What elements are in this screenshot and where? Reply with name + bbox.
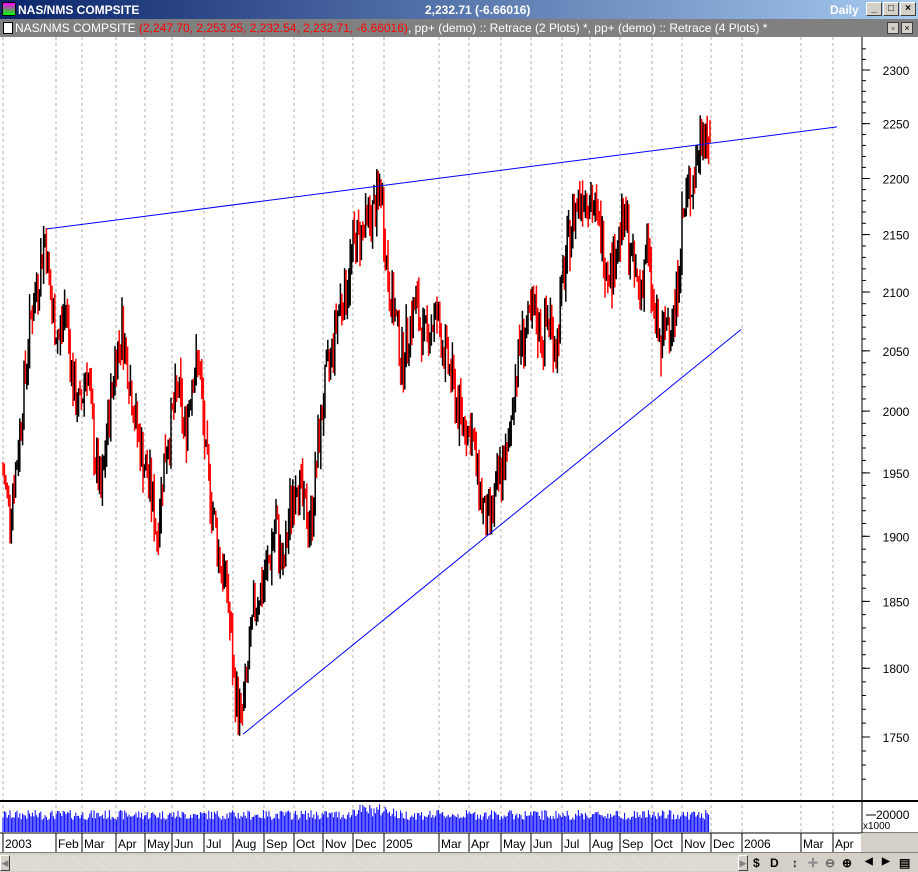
y-tick-label: 1750 bbox=[883, 731, 910, 745]
y-tick-label: 2200 bbox=[883, 172, 910, 186]
volume-unit-label: x1000 bbox=[863, 821, 891, 832]
y-tick-label: 2050 bbox=[883, 345, 910, 359]
chart-header: NAS/NMS COMPSITE (2,247.70, 2,253.25, 2,… bbox=[0, 19, 918, 37]
y-tick-label: 2150 bbox=[883, 229, 910, 243]
scroll-back-icon[interactable]: ◀ bbox=[865, 856, 873, 867]
x-tick-label: Jun bbox=[533, 837, 552, 851]
lower-trendline bbox=[242, 329, 742, 735]
y-tick-label: 2100 bbox=[883, 286, 910, 300]
period-label[interactable]: Daily bbox=[830, 3, 859, 17]
x-tick-label: Apr bbox=[118, 837, 137, 851]
ohlc-values: (2,247.70, 2,253.25, 2,232.54, 2,232.71,… bbox=[139, 21, 408, 35]
x-tick-label: Aug bbox=[235, 837, 256, 851]
x-tick-label: Mar bbox=[803, 837, 824, 851]
list-icon[interactable]: ▤ bbox=[899, 856, 911, 870]
horizontal-scrollbar[interactable]: ◀ ▶ $ D ↕ ✛ ⊖ ⊕ ◀ ▶ ▤ bbox=[0, 852, 918, 872]
x-tick-label: Apr bbox=[471, 837, 490, 851]
x-tick-label: Mar bbox=[84, 837, 105, 851]
restore-icon[interactable]: ▫ bbox=[887, 22, 899, 34]
x-tick-label: May bbox=[147, 837, 170, 851]
chart-canvas[interactable]: 2300 2250 2200 2150 2100 2050 2000 1950 1900 1850… bbox=[0, 37, 918, 852]
x-tick-label: Nov bbox=[325, 837, 346, 851]
x-tick-label: Sep bbox=[266, 837, 288, 851]
x-tick-label: Nov bbox=[684, 837, 705, 851]
last-quote: 2,232.71 (-6.66016) bbox=[425, 3, 531, 17]
y-tick-label: 2250 bbox=[883, 118, 910, 132]
studies-label: , pp+ (demo) :: Retrace (2 Plots) *, pp+… bbox=[407, 21, 768, 35]
close-chart-icon[interactable]: × bbox=[901, 22, 913, 34]
window-titlebar: NAS/NMS COMPSITE 2,232.71 (-6.66016) Dai… bbox=[0, 0, 918, 19]
x-tick-label: Dec bbox=[355, 837, 376, 851]
scroll-forward-icon[interactable]: ▶ bbox=[882, 856, 890, 867]
dollar-scale-icon[interactable]: $ bbox=[753, 856, 760, 870]
corner-box bbox=[861, 833, 918, 852]
symbol-label: NAS/NMS COMPSITE bbox=[15, 21, 140, 35]
app-icon bbox=[2, 2, 16, 16]
chart-menu-icon[interactable] bbox=[3, 22, 13, 34]
x-tick-label: Sep bbox=[622, 837, 644, 851]
x-tick-label: Jul bbox=[206, 837, 221, 851]
x-tick-label: Jul bbox=[564, 837, 579, 851]
upper-trendline bbox=[46, 126, 838, 230]
y-tick-label: 1800 bbox=[883, 662, 910, 676]
x-tick-label: 2005 bbox=[386, 837, 413, 851]
x-tick-label: Jun bbox=[174, 837, 193, 851]
crosshair-icon[interactable]: ✛ bbox=[808, 856, 819, 870]
x-tick-label: Mar bbox=[441, 837, 462, 851]
zoom-in-icon[interactable]: ⊕ bbox=[842, 856, 853, 870]
price-axis-panel bbox=[862, 37, 918, 852]
x-tick-label: May bbox=[503, 837, 526, 851]
x-tick-label: Oct bbox=[654, 837, 673, 851]
y-tick-label: 1900 bbox=[883, 530, 910, 544]
date-scale-icon[interactable]: D bbox=[770, 856, 779, 870]
y-tick-label: 1850 bbox=[883, 595, 910, 609]
y-tick-label: 2300 bbox=[883, 64, 910, 78]
x-tick-label: Aug bbox=[592, 837, 613, 851]
x-tick-label: Apr bbox=[835, 837, 854, 851]
zoom-out-icon[interactable]: ⊖ bbox=[825, 856, 836, 870]
x-tick-label: Dec bbox=[713, 837, 734, 851]
vertical-resize-icon[interactable]: ↕ bbox=[792, 856, 798, 870]
x-tick-label: 2003 bbox=[5, 837, 32, 851]
close-button[interactable]: × bbox=[900, 2, 916, 16]
price-chart[interactable]: 2300 2250 2200 2150 2100 2050 2000 1950 1900 1850… bbox=[0, 37, 918, 852]
scroll-track[interactable] bbox=[10, 855, 738, 871]
y-tick-label: 1950 bbox=[883, 467, 910, 481]
x-tick-label: Oct bbox=[296, 837, 315, 851]
x-tick-label: 2006 bbox=[744, 837, 771, 851]
window-title: NAS/NMS COMPSITE bbox=[18, 3, 140, 17]
maximize-button[interactable]: □ bbox=[883, 2, 899, 16]
y-tick-label: 2000 bbox=[883, 405, 910, 419]
minimize-button[interactable]: _ bbox=[866, 2, 882, 16]
scroll-left-arrow[interactable]: ◀ bbox=[0, 855, 10, 871]
scroll-right-arrow[interactable]: ▶ bbox=[738, 855, 748, 871]
volume-tick-label: 20000 bbox=[876, 808, 910, 822]
x-tick-label: Feb bbox=[58, 837, 79, 851]
